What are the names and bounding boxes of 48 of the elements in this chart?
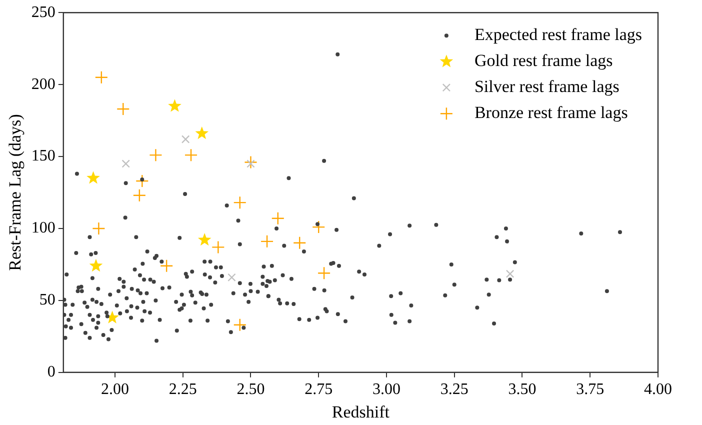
point [293,236,306,250]
point [160,259,174,272]
point [246,160,255,168]
point [233,318,246,332]
point [94,70,108,84]
point [89,258,103,272]
x-tick-label: 2.50 [236,381,265,398]
point [312,220,326,234]
point [212,240,225,254]
x-tick-label: 2.25 [168,381,197,398]
point [122,160,130,168]
point [92,222,106,236]
y-tick-label: 0 [47,364,56,381]
point [260,234,274,248]
point [271,212,284,226]
x-tick-label: 3.50 [508,381,536,398]
point [86,171,100,184]
y-tick-label: 250 [31,4,56,21]
y-tick-label: 50 [39,292,56,309]
legend-label: Silver rest frame lags [474,77,620,96]
point [244,156,258,169]
y-axis-title: Rest-Frame Lag (days) [6,114,25,271]
x-axis-title: Redshift [332,402,390,422]
x-tick-label: 2.00 [100,381,129,398]
y-tick-label: 200 [31,76,56,93]
x-tick-label: 3.25 [440,381,468,398]
point [132,188,146,202]
point [317,266,331,280]
x-tick-label: 3.75 [576,381,604,398]
legend-label: Expected rest frame lags [474,25,642,44]
point [233,196,246,210]
x-tick-label: 2.75 [304,381,333,398]
y-tick-label: 100 [31,220,56,237]
point [181,135,190,144]
point [168,99,182,112]
point [136,174,149,188]
legend-label: Bronze rest frame lags [474,103,628,122]
legend-label: Gold rest frame lags [474,51,613,70]
x-tick-label: 3.00 [372,381,400,398]
point [198,232,212,246]
point [116,102,130,116]
point [184,148,198,162]
y-tick-label: 150 [31,148,56,165]
point [149,148,162,162]
x-tick-label: 4.00 [644,381,672,398]
point [195,126,209,140]
point [506,270,514,278]
point [228,273,236,282]
